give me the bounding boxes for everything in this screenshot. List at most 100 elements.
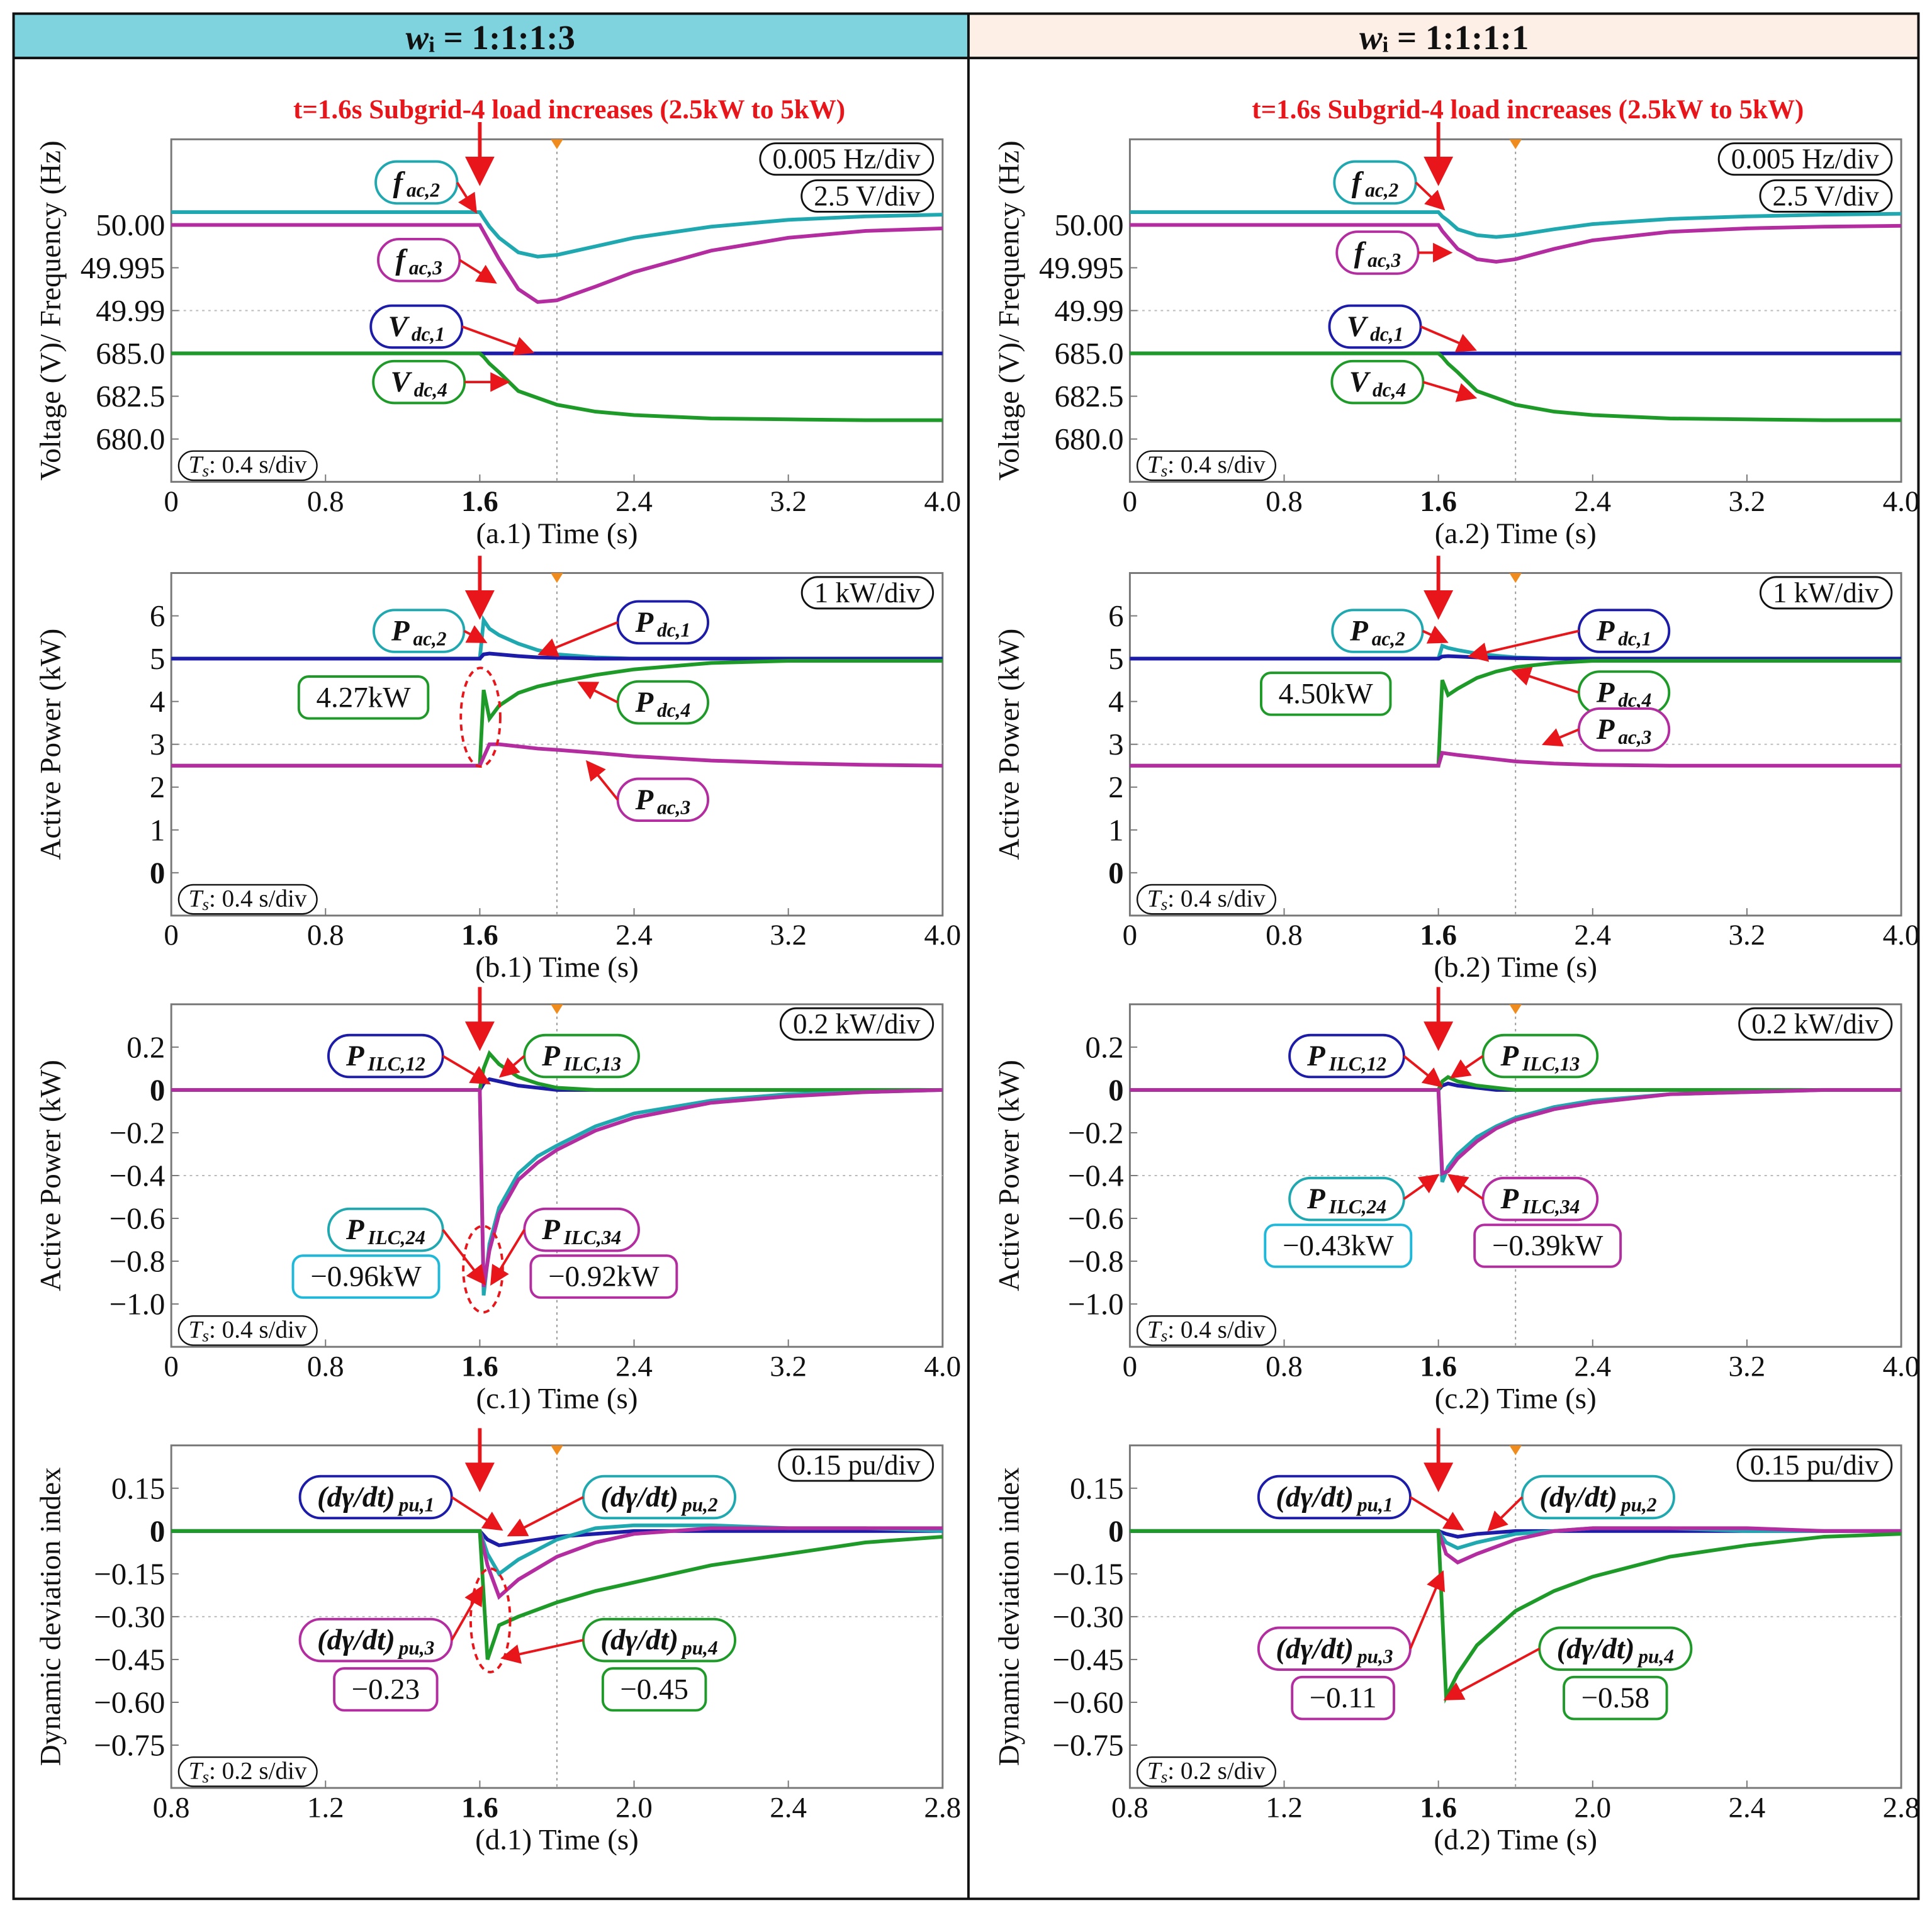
series-name: f: [1354, 236, 1367, 269]
series-name: V: [388, 310, 410, 343]
scale-label: 0.005 Hz/div: [772, 143, 921, 175]
timebase-text: : 0.4 s/div: [209, 1316, 307, 1343]
series-name: P: [1596, 615, 1615, 648]
y-tick-label: −0.6: [110, 1201, 166, 1236]
y-tick-label: 5: [150, 641, 165, 676]
callout-label: (dγ/dt) pu,4: [1557, 1632, 1674, 1667]
trigger-marker: [1509, 1445, 1522, 1456]
scale-box: [800, 179, 935, 213]
y-tick-label: −0.75: [94, 1728, 165, 1763]
timebase-var: T: [1147, 451, 1163, 478]
y-tick-label: 0: [1108, 855, 1123, 890]
timebase-sub: s: [1161, 461, 1168, 480]
timebase-var: T: [189, 1316, 205, 1343]
timebase-pill: Ts: 0.4 s/div: [1136, 884, 1277, 915]
series-sub: dc,4: [414, 378, 447, 400]
series-line: [1130, 659, 1902, 768]
x-tick-label: 2.4: [615, 485, 653, 518]
series-name: f: [395, 244, 408, 276]
event-title: t=1.6s Subgrid-4 load increases (2.5kW t…: [1252, 95, 1804, 125]
timebase-pill: Ts: 0.4 s/div: [1136, 450, 1277, 481]
x-axis-label: (c.1) Time (s): [476, 1382, 637, 1415]
scale-pill: 1 kW/div: [1759, 576, 1893, 610]
timebase-text: : 0.4 s/div: [209, 885, 307, 912]
series-sub: ILC,34: [1522, 1195, 1580, 1217]
x-tick-label: 4.0: [924, 485, 961, 518]
scale-pill: 2.5 V/div: [1759, 179, 1893, 213]
callout-label: P ILC,12: [345, 1040, 425, 1074]
y-tick-label: −0.15: [1052, 1556, 1123, 1591]
x-axis-label: (b.1) Time (s): [475, 951, 639, 984]
y-tick-label: 0.15: [111, 1471, 166, 1505]
callout-arrow: [1449, 1055, 1484, 1079]
scale-box: [779, 1007, 935, 1041]
timebase-label: Ts: 0.4 s/div: [1147, 885, 1266, 914]
x-axis-label: (d.1) Time (s): [475, 1823, 639, 1856]
y-tick-label: 0.2: [126, 1030, 165, 1064]
y-axis-label: Active Power (kW): [993, 629, 1026, 860]
x-tick-label: 3.2: [1729, 919, 1766, 952]
timebase-var: T: [189, 885, 205, 912]
series-line: [171, 651, 943, 661]
callout: −0.23: [333, 1667, 439, 1712]
callout-arrow: [1403, 1055, 1443, 1087]
callout-label: (dγ/dt) pu,4: [600, 1624, 717, 1658]
series-sub: dc,1: [657, 619, 690, 641]
series-sub: ILC,34: [563, 1226, 621, 1248]
timebase-var: T: [1147, 1757, 1163, 1784]
series-sub: pu,4: [680, 1636, 718, 1658]
series-name: f: [393, 166, 405, 199]
highlight-ellipse: [469, 1567, 512, 1673]
timebase-box: [1136, 884, 1277, 915]
x-tick-label: 2.4: [615, 919, 653, 952]
callout: (dγ/dt) pu,2: [1520, 1475, 1675, 1520]
series-line: [1130, 1087, 1902, 1176]
y-tick-label: 6: [150, 598, 165, 633]
y-tick-label: 0.15: [1070, 1471, 1124, 1505]
x-tick-label: 1.2: [307, 1791, 344, 1824]
callout: P ILC,12: [327, 1033, 444, 1079]
callout-arrow: [500, 1639, 584, 1664]
callout-box: [1577, 609, 1671, 653]
timebase-label: Ts: 0.4 s/div: [1147, 451, 1266, 480]
callout-label: (dγ/dt) pu,1: [1276, 1481, 1393, 1515]
series-name: P: [635, 686, 654, 719]
callout: f ac,2: [374, 160, 459, 205]
series-sub: ILC,12: [367, 1052, 425, 1074]
y-tick-label: −0.60: [94, 1685, 165, 1719]
series-sub: pu,3: [397, 1636, 435, 1658]
callout: −0.92kW: [529, 1254, 678, 1299]
callout: −0.39kW: [1473, 1223, 1622, 1268]
timebase-label: Ts: 0.4 s/div: [189, 885, 307, 914]
x-tick-label: 0.8: [307, 485, 344, 518]
callout-arrow: [1422, 381, 1478, 402]
series-sub: ac,3: [1368, 249, 1401, 271]
series-sub: ac,3: [409, 256, 442, 278]
timebase-label: Ts: 0.2 s/div: [189, 1757, 307, 1786]
series-line: [171, 659, 943, 768]
x-tick-label: 3.2: [770, 919, 807, 952]
timebase-sub: s: [1161, 895, 1168, 914]
series-sub: ac,2: [413, 627, 446, 649]
series-sub: ILC,24: [1328, 1195, 1386, 1217]
callout-label: (dγ/dt) pu,3: [1276, 1632, 1393, 1667]
x-tick-label: 0: [164, 1350, 178, 1383]
x-tick-label: 0.8: [307, 1350, 344, 1383]
series-name: P: [345, 1213, 364, 1246]
callout-arrow: [442, 1228, 486, 1286]
annotation-text: −0.92kW: [548, 1261, 660, 1293]
callout-label: (dγ/dt) pu,2: [600, 1481, 717, 1515]
callout-label: P ILC,12: [1306, 1040, 1386, 1074]
header-text: = 1:1:1:3: [435, 18, 575, 56]
timebase-var: T: [189, 451, 205, 478]
callout-label: −0.39kW: [1492, 1230, 1603, 1262]
x-tick-label: 4.0: [1883, 485, 1920, 518]
callout-arrow: [577, 682, 619, 704]
timebase-text: : 0.2 s/div: [209, 1757, 307, 1784]
header-cell: [13, 13, 969, 59]
